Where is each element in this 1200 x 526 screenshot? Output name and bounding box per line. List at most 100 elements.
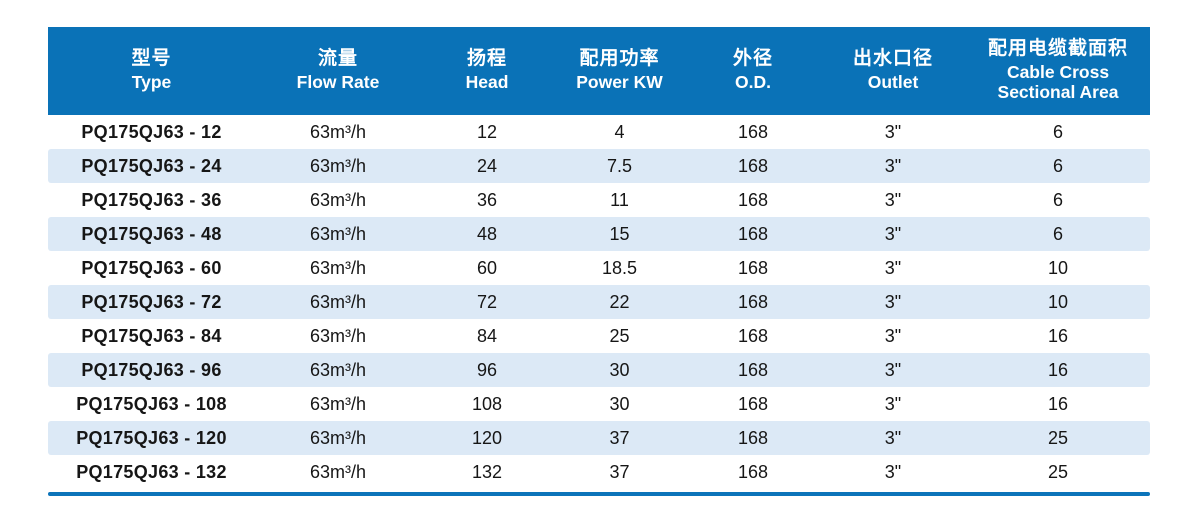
value-cell: 37: [609, 461, 630, 482]
column-header-zh: 外径: [732, 48, 773, 70]
value-cell: 11: [610, 189, 629, 210]
column-header: 型号 Type: [48, 48, 255, 93]
value-cell: 63m³/h: [309, 291, 367, 312]
value-cell: 6: [1052, 189, 1063, 210]
value-cell: 37: [609, 427, 630, 448]
value-cell: 168: [737, 291, 769, 312]
type-cell: PQ175QJ63 - 12: [81, 121, 222, 142]
table-row: PQ175QJ63 - 132 63m³/h 132 37 168 3" 25: [48, 455, 1150, 489]
value-cell: 3": [884, 393, 902, 414]
value-cell: 22: [609, 291, 630, 312]
table-row: PQ175QJ63 - 48 63m³/h 48 15 168 3" 6: [48, 217, 1150, 251]
table-header-row: 型号 Type 流量 Flow Rate 扬程 Head 配用功率 Power KW 外径 O.D…: [48, 27, 1150, 115]
value-cell: 3": [884, 325, 902, 346]
value-cell: 30: [609, 393, 630, 414]
type-cell: PQ175QJ63 - 84: [81, 325, 222, 346]
table-row: PQ175QJ63 - 84 63m³/h 84 25 168 3" 16: [48, 319, 1150, 353]
column-header-en: Outlet: [867, 72, 919, 93]
column-header: 配用功率 Power KW: [553, 48, 686, 93]
value-cell: 3": [884, 223, 902, 244]
value-cell: 63m³/h: [309, 257, 367, 278]
table-row: PQ175QJ63 - 108 63m³/h 108 30 168 3" 16: [48, 387, 1150, 421]
value-cell: 168: [737, 189, 769, 210]
value-cell: 36: [476, 189, 498, 210]
value-cell: 63m³/h: [309, 223, 367, 244]
column-header-zh: 配用电缆截面积: [987, 38, 1128, 60]
column-header-zh: 扬程: [466, 48, 507, 70]
column-header: 配用电缆截面积 Cable Cross Sectional Area: [966, 39, 1150, 102]
value-cell: 168: [737, 393, 769, 414]
table-row: PQ175QJ63 - 96 63m³/h 96 30 168 3" 16: [48, 353, 1150, 387]
value-cell: 168: [737, 325, 769, 346]
column-header-en: Head: [465, 72, 509, 93]
value-cell: 96: [476, 359, 498, 380]
value-cell: 6: [1052, 121, 1063, 142]
column-header-en: Power KW: [576, 72, 663, 93]
type-cell: PQ175QJ63 - 120: [76, 427, 227, 448]
type-cell: PQ175QJ63 - 60: [81, 257, 222, 278]
value-cell: 168: [737, 427, 769, 448]
type-cell: PQ175QJ63 - 48: [81, 223, 222, 244]
type-cell: PQ175QJ63 - 36: [81, 189, 222, 210]
value-cell: 168: [737, 461, 769, 482]
value-cell: 120: [471, 427, 503, 448]
table-body: PQ175QJ63 - 12 63m³/h 12 4 168 3" 6 PQ175QJ63 -…: [48, 115, 1150, 489]
type-cell: PQ175QJ63 - 108: [76, 393, 227, 414]
value-cell: 60: [476, 257, 498, 278]
value-cell: 4: [614, 121, 625, 142]
table-row: PQ175QJ63 - 120 63m³/h 120 37 168 3" 25: [48, 421, 1150, 455]
value-cell: 25: [1047, 461, 1069, 482]
table-bottom-rule: [48, 492, 1150, 496]
column-header-zh: 流量: [317, 48, 358, 70]
column-header: 流量 Flow Rate: [255, 48, 421, 93]
value-cell: 63m³/h: [309, 189, 367, 210]
column-header-zh: 出水口径: [852, 48, 933, 70]
value-cell: 168: [737, 359, 769, 380]
table-row: PQ175QJ63 - 72 63m³/h 72 22 168 3" 10: [48, 285, 1150, 319]
column-header: 扬程 Head: [421, 48, 553, 93]
value-cell: 15: [609, 223, 630, 244]
type-cell: PQ175QJ63 - 24: [81, 155, 222, 176]
value-cell: 63m³/h: [309, 393, 367, 414]
table-row: PQ175QJ63 - 60 63m³/h 60 18.5 168 3" 10: [48, 251, 1150, 285]
value-cell: 3": [884, 461, 902, 482]
value-cell: 3": [884, 155, 902, 176]
value-cell: 3": [884, 427, 902, 448]
value-cell: 10: [1047, 257, 1069, 278]
value-cell: 63m³/h: [309, 461, 367, 482]
column-header-en: O.D.: [735, 72, 771, 93]
pump-spec-table: 型号 Type 流量 Flow Rate 扬程 Head 配用功率 Power KW 外径 O.D…: [48, 27, 1150, 496]
value-cell: 16: [1047, 359, 1069, 380]
value-cell: 168: [737, 257, 769, 278]
value-cell: 63m³/h: [309, 325, 367, 346]
value-cell: 84: [476, 325, 498, 346]
table-row: PQ175QJ63 - 12 63m³/h 12 4 168 3" 6: [48, 115, 1150, 149]
type-cell: PQ175QJ63 - 96: [81, 359, 222, 380]
table-row: PQ175QJ63 - 24 63m³/h 24 7.5 168 3" 6: [48, 149, 1150, 183]
value-cell: 132: [471, 461, 503, 482]
value-cell: 3": [884, 359, 902, 380]
value-cell: 18.5: [601, 257, 638, 278]
column-header-zh: 配用功率: [579, 48, 660, 70]
column-header-en: Cable Cross Sectional Area: [997, 62, 1119, 102]
value-cell: 3": [884, 257, 902, 278]
column-header: 出水口径 Outlet: [820, 48, 966, 93]
value-cell: 168: [737, 155, 769, 176]
value-cell: 16: [1047, 393, 1069, 414]
value-cell: 168: [737, 223, 769, 244]
value-cell: 30: [609, 359, 630, 380]
column-header-en: Type: [131, 72, 172, 93]
value-cell: 3": [884, 121, 902, 142]
value-cell: 48: [476, 223, 498, 244]
value-cell: 6: [1052, 155, 1063, 176]
value-cell: 63m³/h: [309, 359, 367, 380]
value-cell: 24: [476, 155, 498, 176]
column-header-zh: 型号: [131, 48, 172, 70]
column-header: 外径 O.D.: [686, 48, 820, 93]
value-cell: 63m³/h: [309, 121, 367, 142]
value-cell: 108: [471, 393, 503, 414]
value-cell: 72: [476, 291, 498, 312]
column-header-en: Flow Rate: [296, 72, 380, 93]
value-cell: 25: [1047, 427, 1069, 448]
